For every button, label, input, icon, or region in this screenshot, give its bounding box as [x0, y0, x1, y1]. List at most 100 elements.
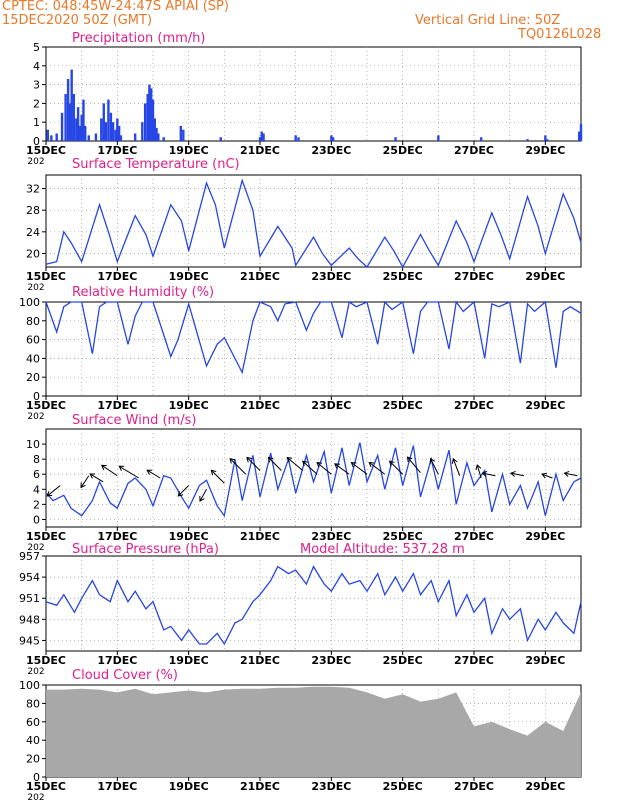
precip-bar [526, 139, 529, 141]
x-tick-label: 15DEC [26, 399, 66, 412]
header-date: 15DEC2020 50Z (GMT) [2, 13, 153, 28]
precip-bar [102, 103, 105, 141]
wind-vector [407, 456, 421, 474]
precip-bar [162, 137, 165, 141]
precip-bar [479, 137, 483, 141]
plot-frame [45, 301, 582, 397]
precip-bar [76, 107, 80, 141]
y-tick-label: 957 [19, 550, 40, 563]
precip-bar [294, 135, 297, 141]
wind-vector-head [451, 457, 458, 464]
x-tick-label: 27DEC [454, 654, 494, 667]
series-line [45, 442, 582, 518]
x-tick-label: 21DEC [240, 270, 280, 283]
panel-subtitle: Model Altitude: 537.28 m [300, 542, 465, 557]
x-tick-label: 21DEC [240, 399, 280, 412]
precip-bar [182, 129, 185, 141]
precip-bar [117, 125, 121, 141]
wind-vector [89, 473, 104, 483]
x-year-label: 202 [27, 793, 44, 800]
x-tick-label: 25DEC [383, 144, 423, 157]
y-tick-label: 0 [33, 513, 40, 526]
wind-vector [118, 465, 139, 479]
wind-vector-head [541, 472, 548, 479]
x-tick-label: 23DEC [311, 654, 351, 667]
wind-vector-head [368, 461, 375, 468]
y-tick-label: 2 [33, 498, 40, 511]
y-tick-label: 100 [19, 679, 40, 692]
wind-vector [334, 463, 350, 475]
wind-vector [430, 458, 439, 475]
y-tick-label: 948 [19, 613, 40, 626]
header-model-code: TQ0126L028 [518, 27, 602, 42]
x-tick-label: 21DEC [240, 780, 280, 793]
precip-bar [330, 135, 333, 141]
series-line [45, 300, 582, 375]
precip-bar [331, 137, 335, 141]
x-tick-label: 29DEC [525, 399, 565, 412]
precip-bar [100, 118, 103, 141]
y-tick-label: 80 [26, 697, 40, 710]
precip-bar [155, 127, 158, 141]
y-tick-label: 0 [33, 390, 40, 403]
precip-bar [72, 94, 76, 141]
wind-vector-head [229, 457, 236, 464]
x-year-label: 202 [27, 157, 44, 167]
y-tick-label: 28 [26, 204, 40, 217]
precip-bar [66, 78, 70, 141]
wind-vector-head [246, 456, 252, 463]
x-tick-label: 25DEC [383, 530, 423, 543]
precip-bar [153, 118, 156, 141]
precip-bar [70, 69, 73, 141]
wind-vector-head [286, 456, 293, 463]
panel-title: Precipitation (mm/h) [72, 31, 205, 46]
y-tick-label: 5 [33, 41, 40, 54]
x-tick-label: 23DEC [311, 144, 351, 157]
precip-bar [141, 122, 144, 141]
y-tick-label: 8 [33, 453, 40, 466]
wind-vector-head [89, 473, 96, 479]
precip-bar [111, 122, 115, 141]
precip-bar [64, 94, 67, 141]
panel-title: Surface Wind (m/s) [72, 413, 196, 428]
precip-bar [545, 139, 549, 141]
precip-bar [578, 131, 581, 141]
precip-bar [146, 94, 149, 141]
x-tick-label: 29DEC [525, 654, 565, 667]
x-tick-label: 27DEC [454, 270, 494, 283]
x-tick-label: 17DEC [97, 530, 137, 543]
x-tick-label: 15DEC [26, 780, 66, 793]
wind-vector-head [350, 461, 357, 468]
x-year-label: 202 [27, 667, 44, 677]
panel-title: Surface Pressure (hPa) [72, 542, 219, 557]
wind-vector-head [210, 469, 217, 476]
x-tick-label: 21DEC [240, 530, 280, 543]
wind-vector [229, 458, 247, 475]
wind-vector-head [388, 460, 395, 467]
wind-vector [389, 460, 404, 475]
y-tick-label: 20 [26, 371, 40, 384]
precip-bar [151, 99, 155, 141]
precip-bar [82, 99, 85, 141]
panel-title: Surface Temperature (nC) [72, 157, 240, 172]
x-tick-label: 27DEC [454, 144, 494, 157]
precip-bar [258, 137, 262, 141]
precip-bar [109, 112, 113, 141]
y-tick-label: 10 [26, 438, 40, 451]
precip-bar [75, 118, 78, 141]
wind-vector [146, 469, 161, 479]
precip-bar [55, 133, 58, 141]
chart-panel-1: 20 24 28 32 15DEC 17DEC 19DEC 21DEC 23DEC 25DEC 27… [26, 157, 582, 293]
y-tick-label: 4 [33, 483, 40, 496]
precip-bar [87, 135, 90, 141]
y-tick-label: 60 [26, 334, 40, 347]
wind-vector-head [177, 490, 184, 497]
precip-bar [133, 133, 137, 141]
x-tick-label: 23DEC [311, 270, 351, 283]
y-tick-label: 4 [33, 60, 40, 73]
wind-vector [199, 489, 207, 502]
wind-vector-head [475, 464, 482, 470]
x-tick-label: 23DEC [311, 780, 351, 793]
y-tick-label: 951 [19, 592, 40, 605]
x-tick-label: 19DEC [169, 144, 209, 157]
